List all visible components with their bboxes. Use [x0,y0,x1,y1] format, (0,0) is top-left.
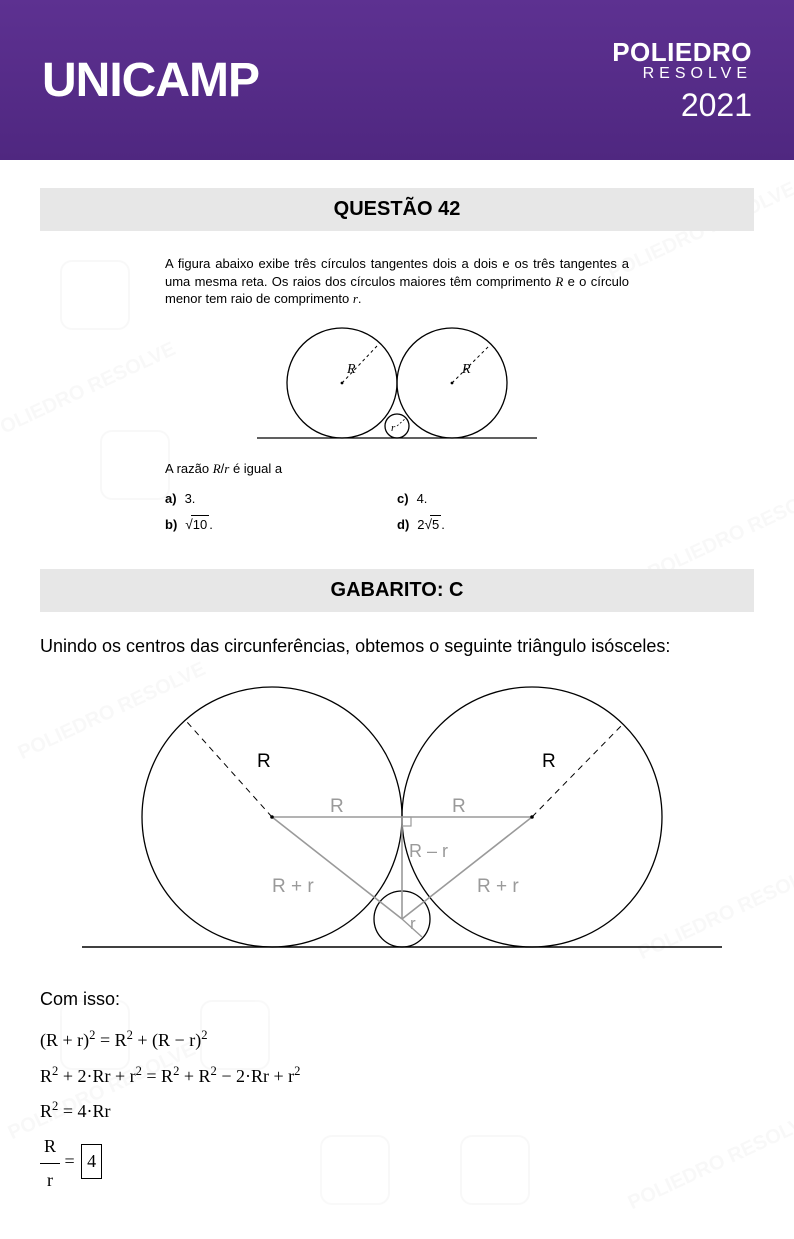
math-line-2: R2 + 2·Rr + r2 = R2 + R2 − 2·Rr + r2 [40,1060,754,1092]
logo-unicamp: UNICAMP [42,53,259,108]
alternatives: a)3. b)10. c)4. d)25. [165,483,629,541]
label-R-dash-right: R [542,751,556,772]
math-derivation: (R + r)2 = R2 + (R − r)2 R2 + 2·Rr + r2 … [40,1024,754,1196]
label-R-leftseg: R [330,796,344,817]
label-r-small: r [410,914,416,933]
label-Rminusr: R – r [409,841,448,861]
label-Rplusr-right: R + r [477,876,519,897]
answer-box: 4 [81,1144,102,1178]
alt-d-text: 25. [417,517,445,532]
alt-a: a)3. [165,490,397,508]
figure-question: R R r [227,318,567,450]
alt-d: d)25. [397,515,629,534]
question-title-bar: QUESTÃO 42 [40,188,754,231]
question-block: A figura abaixo exibe três círculos tang… [165,255,629,541]
figure-solution: R R R R R – r R + r R + r r [57,667,737,967]
label-R-dash-left: R [257,751,271,772]
label-R-rightseg: R [452,796,466,817]
alt-b-text: 10. [185,517,213,532]
label-r: r [391,422,396,434]
math-line-4: Rr = 4 [40,1130,754,1196]
alt-c-text: 4. [417,491,428,506]
label-R-right: R [461,362,471,377]
math-line-3: R2 = 4·Rr [40,1095,754,1127]
com-isso: Com isso: [40,989,754,1010]
question-intro: A figura abaixo exibe três círculos tang… [165,255,629,308]
label-R-left: R [346,362,356,377]
logo-year: 2021 [612,87,752,124]
question-stem: A razão R/r é igual a [165,460,629,478]
alt-b: b)10. [165,515,397,534]
answer-key-bar: GABARITO: C [40,569,754,612]
math-line-1: (R + r)2 = R2 + (R − r)2 [40,1024,754,1056]
label-Rplusr-left: R + r [272,876,314,897]
logo-line1: POLIEDRO [612,37,752,68]
logo-poliedro: POLIEDRO RESOLVE 2021 [612,37,752,124]
solution-intro: Unindo os centros das circunferências, o… [40,636,754,657]
alt-c: c)4. [397,490,629,508]
alt-a-text: 3. [185,491,196,506]
header: UNICAMP POLIEDRO RESOLVE 2021 [0,0,794,160]
